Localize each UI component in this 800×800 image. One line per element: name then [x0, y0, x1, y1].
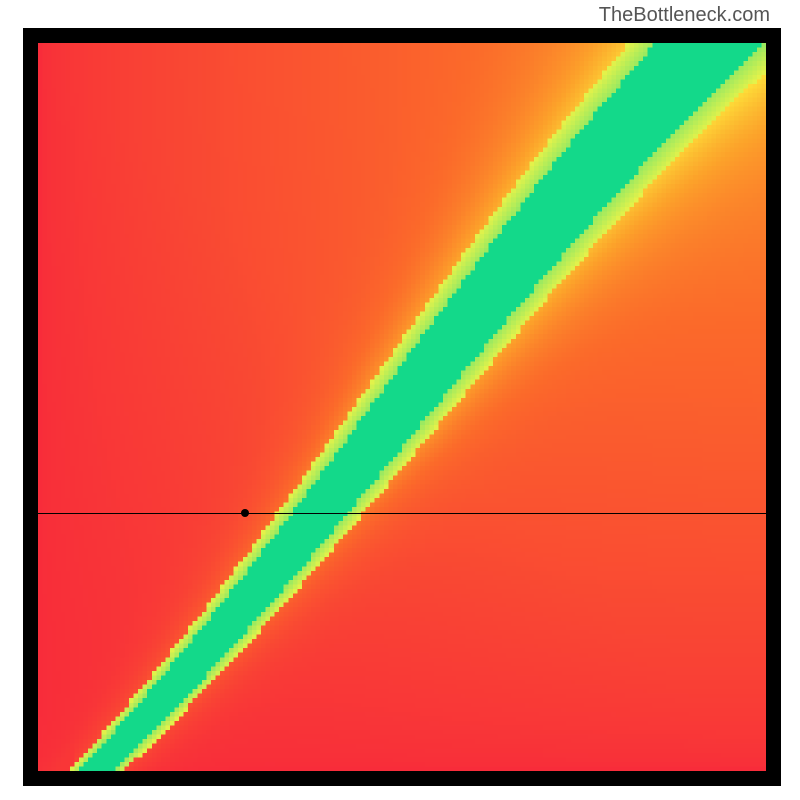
plot-area [38, 43, 766, 771]
heatmap-canvas [38, 43, 766, 771]
chart-container: TheBottleneck.com [0, 0, 800, 800]
crosshair-horizontal [38, 513, 766, 514]
marker-dot [241, 509, 249, 517]
watermark-text: TheBottleneck.com [599, 4, 770, 27]
